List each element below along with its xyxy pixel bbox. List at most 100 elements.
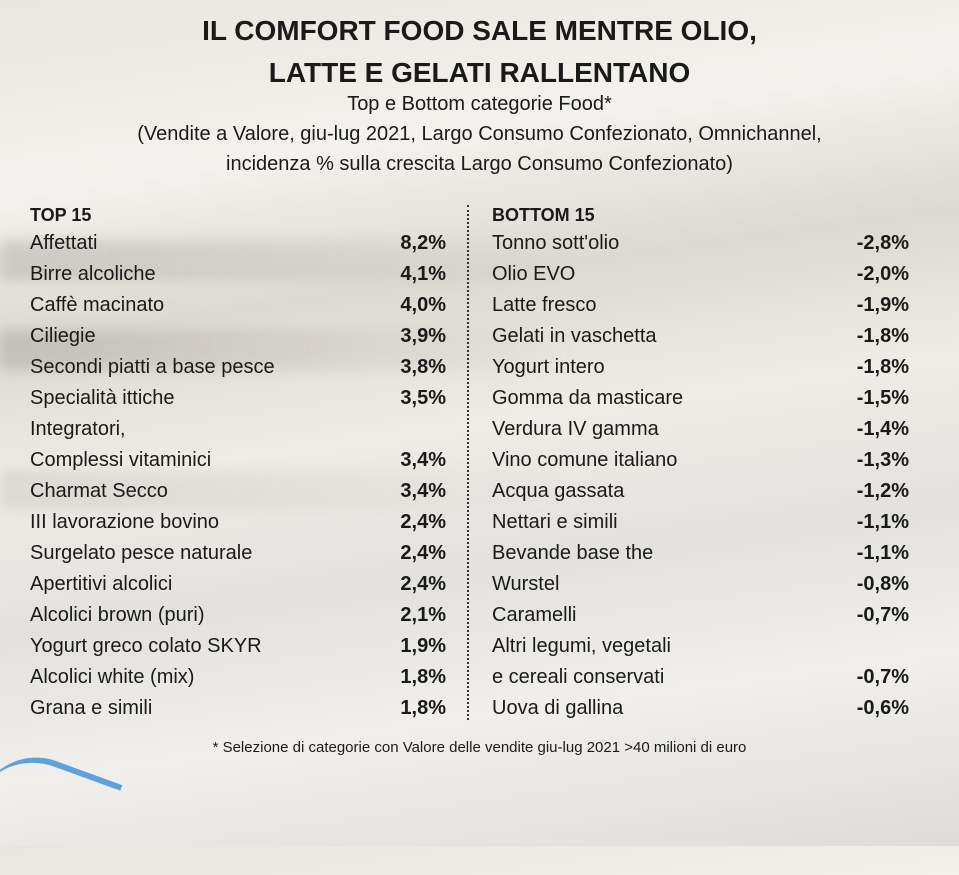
- category-name: Tonno sott'olio: [492, 232, 620, 254]
- table-row: Surgelato pesce naturale 2,4%: [30, 538, 446, 569]
- table-row: III lavorazione bovino 2,4%: [30, 507, 446, 538]
- category-name: Integratori, Complessi vitaminici: [30, 418, 212, 471]
- subtitle-line: incidenza % sulla crescita Largo Consumo…: [226, 153, 733, 175]
- category-value: 4,1%: [400, 263, 446, 285]
- category-value: -0,7%: [856, 666, 909, 688]
- category-name: Yogurt intero: [492, 356, 605, 378]
- subtitle-line: (Vendite a Valore, giu-lug 2021, Largo C…: [137, 123, 822, 145]
- background-streak: [0, 330, 959, 370]
- category-value: -1,2%: [856, 480, 909, 502]
- category-name: Caffè macinato: [30, 294, 165, 316]
- table-row: Tonno sott'olio -2,8%: [492, 228, 909, 259]
- background-streak: [0, 470, 959, 510]
- category-name: Ciliegie: [30, 325, 96, 347]
- table-row: Caffè macinato 4,0%: [30, 290, 446, 321]
- category-value: 3,9%: [400, 325, 446, 347]
- category-value: -1,3%: [856, 449, 909, 471]
- category-name: Altri legumi, vegetali e cereali conserv…: [492, 635, 671, 688]
- category-name: Surgelato pesce naturale: [30, 542, 253, 564]
- category-value: -1,9%: [856, 294, 909, 316]
- table-row: Caramelli -0,7%: [492, 600, 909, 631]
- table-row: Latte fresco -1,9%: [492, 290, 909, 321]
- table-row: Olio EVO -2,0%: [492, 259, 909, 290]
- table-row: Gomma da masticare -1,5%: [492, 383, 909, 414]
- table-row: Alcolici brown (puri) 2,1%: [30, 600, 446, 631]
- table-header: BOTTOM 15: [492, 205, 595, 225]
- table-row: Acqua gassata -1,2%: [492, 476, 909, 507]
- subtitle-line: Top e Bottom categorie Food*: [347, 93, 612, 115]
- category-name: Nettari e simili: [492, 511, 618, 533]
- table-row: Gelati in vaschetta -1,8%: [492, 321, 909, 352]
- category-name: Apertitivi alcolici: [30, 573, 173, 595]
- category-name: III lavorazione bovino: [30, 511, 220, 533]
- category-value: 3,8%: [400, 356, 446, 378]
- table-row: Bevande base the -1,1%: [492, 538, 909, 569]
- category-name: Bevande base the: [492, 542, 654, 564]
- category-name: Alcolici white (mix): [30, 666, 195, 688]
- category-name: Acqua gassata: [492, 480, 625, 502]
- category-name: Birre alcoliche: [30, 263, 156, 285]
- category-name: Latte fresco: [492, 294, 597, 316]
- dotted-divider: [467, 205, 469, 720]
- category-value: 4,0%: [400, 294, 446, 316]
- category-value: 3,5%: [400, 387, 446, 409]
- table-row: Apertitivi alcolici 2,4%: [30, 569, 446, 600]
- category-value: -1,1%: [856, 511, 909, 533]
- category-value: -1,1%: [856, 542, 909, 564]
- bottom-15-table: BOTTOM 15 Tonno sott'olio -2,8% Olio EVO -2…: [492, 200, 909, 724]
- title-line: LATTE E GELATI RALLENTANO: [268, 57, 691, 88]
- table-row: Verdura IV gamma -1,4%: [492, 414, 909, 445]
- category-name: Gomma da masticare: [492, 387, 684, 409]
- category-name: Olio EVO: [492, 263, 576, 285]
- table-row: Integratori, Complessi vitaminici 3,4%: [30, 414, 446, 476]
- table-row: Yogurt greco colato SKYR 1,9%: [30, 631, 446, 662]
- category-value: 1,9%: [400, 635, 446, 657]
- category-name: Caramelli: [492, 604, 577, 626]
- category-value: -1,8%: [856, 325, 909, 347]
- table-row: Vino comune italiano -1,3%: [492, 445, 909, 476]
- table-row: Grana e simili 1,8%: [30, 693, 446, 724]
- table-row: Ciliegie 3,9%: [30, 321, 446, 352]
- infographic-title: IL COMFORT FOOD SALE MENTRE OLIO, LATTE …: [0, 10, 959, 94]
- category-value: -1,4%: [856, 418, 909, 440]
- table-row: Wurstel -0,8%: [492, 569, 909, 600]
- category-value: 2,1%: [400, 604, 446, 626]
- category-name: Alcolici brown (puri): [30, 604, 205, 626]
- category-value: -2,8%: [856, 232, 909, 254]
- table-row: Affettati 8,2%: [30, 228, 446, 259]
- category-name: Specialità ittiche: [30, 387, 175, 409]
- category-name: Secondi piatti a base pesce: [30, 356, 275, 378]
- category-value: -1,5%: [856, 387, 909, 409]
- category-value: 1,8%: [400, 697, 446, 719]
- category-name: Charmat Secco: [30, 480, 168, 502]
- table-row: Altri legumi, vegetali e cereali conserv…: [492, 631, 909, 693]
- category-value: 2,4%: [400, 511, 446, 533]
- category-value: -0,7%: [856, 604, 909, 626]
- table-row: Charmat Secco 3,4%: [30, 476, 446, 507]
- table-row: Yogurt intero -1,8%: [492, 352, 909, 383]
- category-name: Grana e simili: [30, 697, 153, 719]
- category-value: 8,2%: [400, 232, 446, 254]
- cart-railing-decoration: [0, 740, 123, 875]
- table-row: Specialità ittiche 3,5%: [30, 383, 446, 414]
- category-value: -0,6%: [856, 697, 909, 719]
- category-value: 3,4%: [400, 480, 446, 502]
- table-row: Uova di gallina -0,6%: [492, 693, 909, 724]
- category-name: Vino comune italiano: [492, 449, 678, 471]
- table-row: Secondi piatti a base pesce 3,8%: [30, 352, 446, 383]
- table-row: Birre alcoliche 4,1%: [30, 259, 446, 290]
- subtitle: Top e Bottom categorie Food* (Vendite a …: [0, 89, 959, 179]
- category-value: 2,4%: [400, 573, 446, 595]
- category-name: Gelati in vaschetta: [492, 325, 657, 347]
- top-15-table: TOP 15 Affettati 8,2% Birre alcoliche 4,1% C…: [30, 200, 446, 724]
- category-name: Affettati: [30, 232, 98, 254]
- table-row: Nettari e simili -1,1%: [492, 507, 909, 538]
- category-value: 1,8%: [400, 666, 446, 688]
- category-value: 2,4%: [400, 542, 446, 564]
- category-value: -1,8%: [856, 356, 909, 378]
- category-name: Wurstel: [492, 573, 560, 595]
- background-streak: [0, 240, 959, 280]
- category-value: -0,8%: [856, 573, 909, 595]
- category-name: Uova di gallina: [492, 697, 624, 719]
- category-name: Yogurt greco colato SKYR: [30, 635, 262, 657]
